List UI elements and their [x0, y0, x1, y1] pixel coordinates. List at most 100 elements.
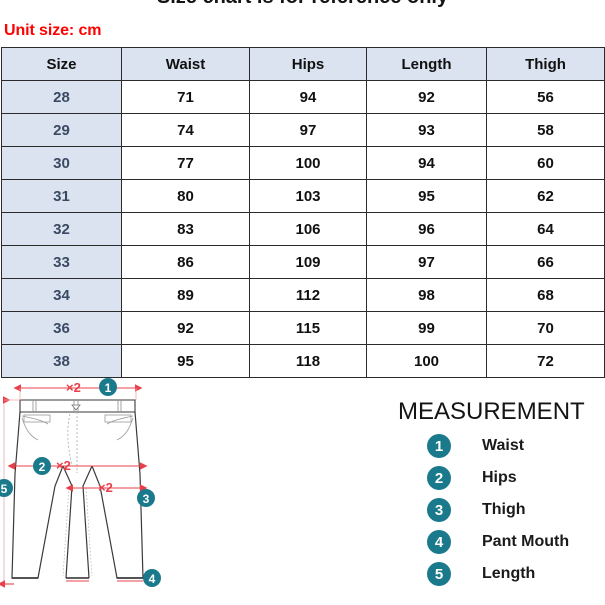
- measure-guide-thigh: ×2 3: [65, 480, 155, 507]
- cell-size: 33: [1, 245, 122, 279]
- pants-outline-shape: [11, 399, 144, 579]
- cell-size: 34: [1, 278, 122, 312]
- cell-length: 100: [366, 344, 487, 378]
- diagram-badge-4-label: 4: [149, 572, 156, 586]
- table-row: 34 89 112 98 68: [1, 278, 605, 312]
- cell-size: 36: [1, 311, 122, 345]
- diagram-badge-4-circle: [143, 569, 161, 587]
- column-header-length: Length: [366, 47, 487, 81]
- cell-waist: 77: [121, 146, 250, 180]
- diagram-badge-1-circle: [99, 378, 117, 396]
- waist-multiplier-label: ×2: [66, 380, 81, 395]
- cell-hips: 112: [249, 278, 367, 312]
- cell-length: 99: [366, 311, 487, 345]
- cell-length: 93: [366, 113, 487, 147]
- table-row: 28 71 94 92 56: [1, 80, 605, 114]
- cell-thigh: 62: [486, 179, 605, 213]
- table-row: 29 74 97 93 58: [1, 113, 605, 147]
- cell-thigh: 60: [486, 146, 605, 180]
- diagram-badge-1-label: 1: [105, 381, 112, 395]
- cell-waist: 86: [121, 245, 250, 279]
- measurement-legend: MEASUREMENT 1 Waist 2 Hips 3 Thigh 4 Pant Mouth…: [396, 398, 601, 590]
- diagram-badge-3-circle: [137, 489, 155, 507]
- table-row: 31 80 103 95 62: [1, 179, 605, 213]
- inseam-stitching: [62, 487, 93, 577]
- pocket-details: [21, 414, 134, 441]
- cell-hips: 94: [249, 80, 367, 114]
- legend-badge-2-icon: 2: [427, 466, 451, 490]
- size-chart-table: Size Waist Hips Length Thigh 28 71 94 92 56 2…: [1, 47, 605, 378]
- legend-badge-4-icon: 4: [427, 530, 451, 554]
- cell-hips: 109: [249, 245, 367, 279]
- table-row: 38 95 118 100 72: [1, 344, 605, 378]
- measure-guide-waist: ×2 1: [13, 378, 143, 400]
- column-header-thigh: Thigh: [486, 47, 605, 81]
- cell-hips: 118: [249, 344, 367, 378]
- legend-label: Hips: [482, 469, 517, 486]
- legend-item-pant-mouth: 4 Pant Mouth: [427, 526, 601, 558]
- cell-waist: 74: [121, 113, 250, 147]
- cell-thigh: 68: [486, 278, 605, 312]
- cell-size: 29: [1, 113, 122, 147]
- legend-item-length: 5 Length: [427, 558, 601, 590]
- table-row: 36 92 115 99 70: [1, 311, 605, 345]
- diagram-badge-5-circle: [0, 479, 13, 497]
- legend-item-thigh: 3 Thigh: [427, 494, 601, 526]
- table-row: 30 77 100 94 60: [1, 146, 605, 180]
- measure-guide-hips: ×2 2: [7, 457, 148, 475]
- cell-size: 38: [1, 344, 122, 378]
- cell-thigh: 64: [486, 212, 605, 246]
- cell-size: 32: [1, 212, 122, 246]
- legend-item-waist: 1 Waist: [427, 430, 601, 462]
- page-title: Size chart is for reference only: [0, 0, 605, 9]
- legend-label: Waist: [482, 437, 525, 454]
- cell-waist: 92: [121, 311, 250, 345]
- measure-guide-length: 5: [0, 396, 20, 588]
- cell-size: 28: [1, 80, 122, 114]
- cell-length: 95: [366, 179, 487, 213]
- unit-note: Unit size: cm: [4, 22, 102, 39]
- diagram-badge-2-circle: [33, 457, 51, 475]
- pants-measurement-diagram: ×2 1 ×2 2 ×2 3 5: [0, 378, 330, 605]
- button-icon: [71, 404, 81, 411]
- fly-seam: [67, 412, 78, 473]
- cell-waist: 83: [121, 212, 250, 246]
- cell-thigh: 66: [486, 245, 605, 279]
- cell-length: 94: [366, 146, 487, 180]
- cell-waist: 95: [121, 344, 250, 378]
- cell-size: 31: [1, 179, 122, 213]
- cell-hips: 103: [249, 179, 367, 213]
- legend-item-list: 1 Waist 2 Hips 3 Thigh 4 Pant Mouth 5 Length: [396, 430, 601, 590]
- cell-thigh: 70: [486, 311, 605, 345]
- legend-badge-3-icon: 3: [427, 498, 451, 522]
- cell-thigh: 56: [486, 80, 605, 114]
- legend-badge-1-icon: 1: [427, 434, 451, 458]
- legend-label: Length: [482, 565, 536, 582]
- pants-illustration: ×2 1 ×2 2 ×2 3 5: [0, 378, 161, 588]
- cell-hips: 115: [249, 311, 367, 345]
- legend-item-hips: 2 Hips: [427, 462, 601, 494]
- thigh-multiplier-label: ×2: [98, 480, 113, 495]
- cell-length: 96: [366, 212, 487, 246]
- diagram-badge-5-label: 5: [1, 482, 8, 496]
- cell-thigh: 72: [486, 344, 605, 378]
- cell-length: 98: [366, 278, 487, 312]
- cell-hips: 97: [249, 113, 367, 147]
- cell-thigh: 58: [486, 113, 605, 147]
- cell-length: 92: [366, 80, 487, 114]
- cell-length: 97: [366, 245, 487, 279]
- diagram-badge-2-label: 2: [39, 460, 46, 474]
- legend-heading: MEASUREMENT: [398, 398, 585, 425]
- table-body: 28 71 94 92 56 29 74 97 93 58 30 77 100 94 60 31 80 103 95…: [1, 80, 605, 378]
- legend-label: Pant Mouth: [482, 533, 570, 550]
- cell-hips: 100: [249, 146, 367, 180]
- cell-waist: 71: [121, 80, 250, 114]
- column-header-waist: Waist: [121, 47, 250, 81]
- size-chart-table-container: Size Waist Hips Length Thigh 28 71 94 92 56 2…: [1, 47, 605, 378]
- measure-guide-pant-mouth: 4: [66, 569, 161, 587]
- column-header-hips: Hips: [249, 47, 367, 81]
- table-header-row: Size Waist Hips Length Thigh: [1, 47, 605, 81]
- legend-badge-5-icon: 5: [427, 562, 451, 586]
- diagram-badge-3-label: 3: [143, 492, 150, 506]
- table-row: 33 86 109 97 66: [1, 245, 605, 279]
